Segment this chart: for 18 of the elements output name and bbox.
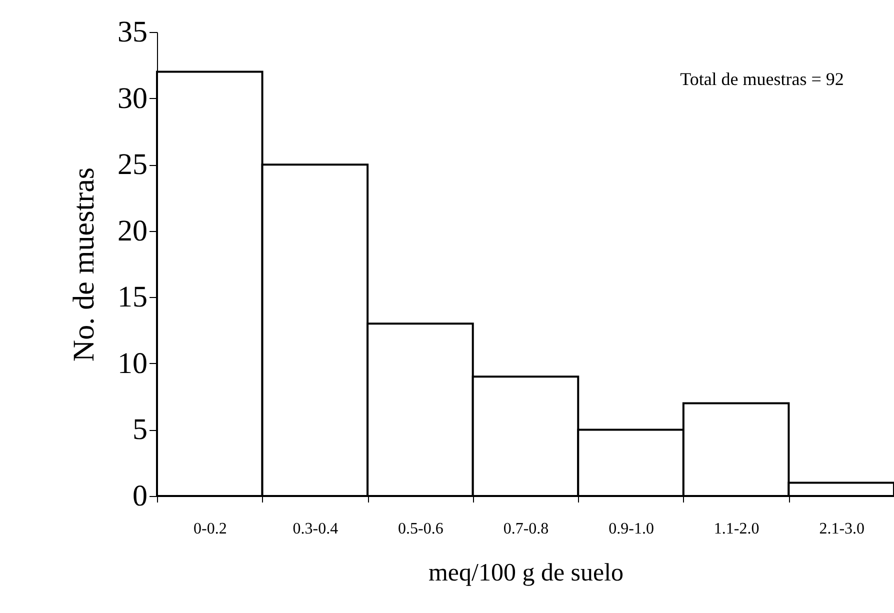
x-tick-label: 0.5-0.6 (398, 520, 444, 538)
x-tick-label: 2.1-3.0 (819, 520, 865, 538)
y-tick-label: 5 (132, 413, 148, 446)
x-tick-label: 0.9-1.0 (608, 520, 654, 538)
y-tick-label: 20 (118, 214, 148, 248)
y-tick-label: 35 (118, 16, 148, 48)
x-axis-title: meq/100 g de suelo (428, 560, 624, 586)
x-tick-label: 0.7-0.8 (503, 520, 549, 538)
y-tick-label: 30 (118, 82, 148, 115)
y-tick-label: 25 (118, 148, 148, 182)
x-tick-label: 0-0.2 (193, 520, 227, 538)
x-tick-label: 0.3-0.4 (292, 520, 338, 538)
y-axis-title: No. de muestras (68, 167, 100, 362)
y-tick-label: 10 (118, 346, 148, 380)
y-tick-label: 15 (118, 280, 148, 314)
annotation: Total de muestras = 92 (680, 69, 844, 89)
y-tick-label: 0 (132, 480, 148, 512)
x-tick-label: 1.1-2.0 (714, 520, 760, 538)
